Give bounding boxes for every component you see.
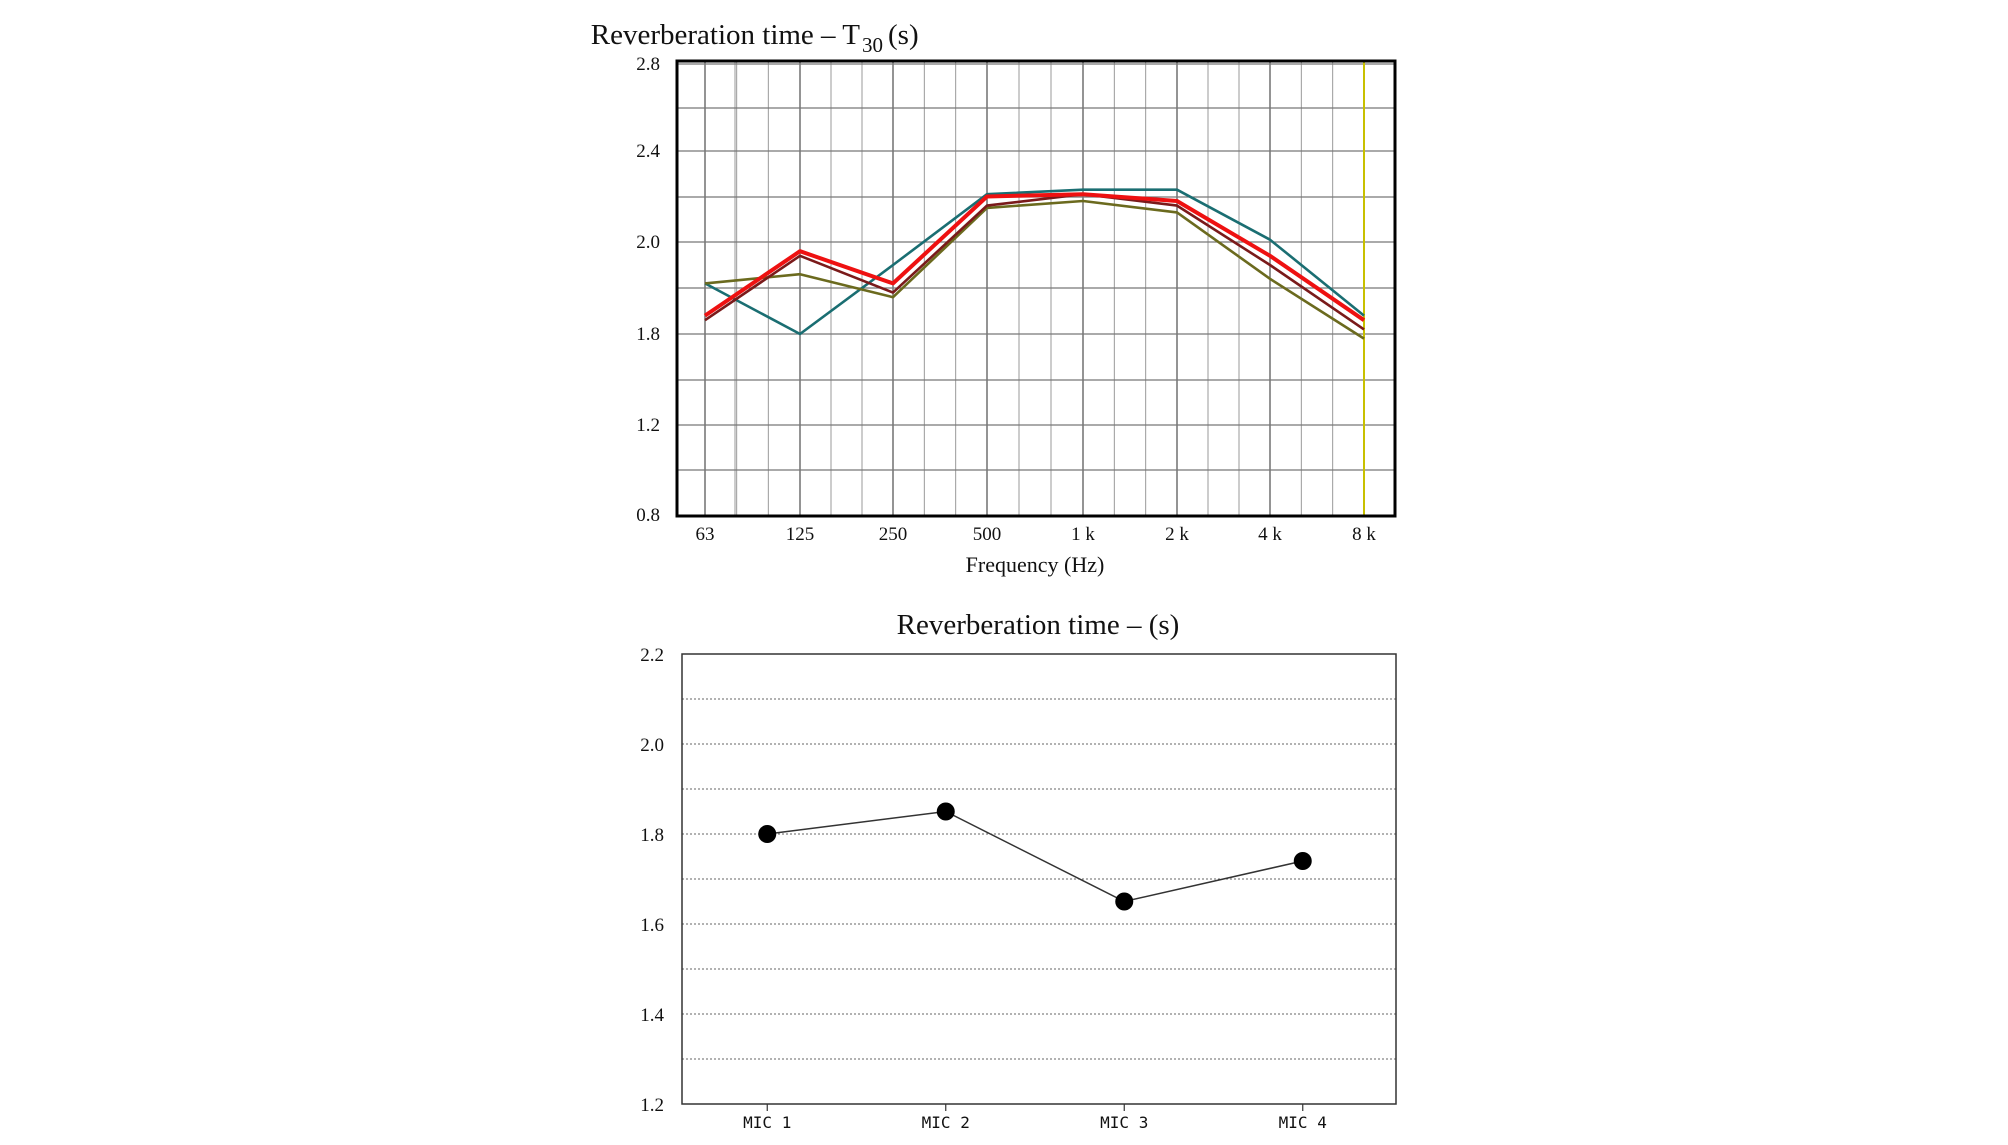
chart2-series-group <box>758 802 1312 911</box>
chart1-x-tick: 1 k <box>1071 524 1095 545</box>
chart1-y-tick: 2.0 <box>636 232 660 253</box>
chart2-title: Reverberation time – (s) <box>897 609 1180 641</box>
chart2-data-point <box>1115 892 1134 911</box>
chart1-grid <box>677 61 1395 516</box>
t30-frequency-chart: Reverberation time – T 30 (s) 2.8 2.4 2.… <box>591 19 1397 577</box>
chart2-x-ticks: MIC 1 MIC 2 MIC 3 MIC 4 <box>743 1104 1327 1132</box>
chart2-data-point <box>1293 852 1312 870</box>
chart1-x-tick: 125 <box>786 524 815 545</box>
chart2-data-point <box>758 825 777 843</box>
mic-reverberation-chart: Reverberation time – (s) 2.2 2.0 1.8 1.6 1.4… <box>640 609 1397 1132</box>
chart2-y-tick: 1.4 <box>640 1005 664 1026</box>
chart1-x-tick: 63 <box>696 524 715 545</box>
chart1-y-tick: 1.2 <box>636 415 660 436</box>
chart2-y-tick: 1.2 <box>640 1095 664 1116</box>
chart1-series-line <box>704 199 1365 340</box>
chart2-x-tick: MIC 2 <box>922 1113 970 1132</box>
chart1-x-tick: 4 k <box>1258 524 1282 545</box>
chart2-series-line <box>767 810 1303 903</box>
chart1-series-line <box>704 188 1365 336</box>
chart2-plot-frame <box>681 653 1397 1105</box>
chart1-plot-frame <box>675 59 1397 518</box>
chart2-y-tick: 1.6 <box>640 915 664 936</box>
chart2-y-tick: 2.2 <box>640 645 664 666</box>
chart1-y-tick: 2.8 <box>636 54 660 75</box>
chart2-y-tick: 2.0 <box>640 735 664 756</box>
chart1-y-tick: 1.8 <box>636 324 660 345</box>
chart1-x-axis-label: Frequency (Hz) <box>966 552 1105 577</box>
chart1-y-tick: 2.4 <box>636 141 660 162</box>
chart2-x-tick: MIC 1 <box>743 1113 791 1132</box>
chart1-series-line <box>704 192 1365 331</box>
chart1-series-group <box>703 188 1366 340</box>
chart1-series-line <box>703 192 1366 322</box>
chart1-x-ticks: 63 125 250 500 1 k 2 k 4 k 8 k <box>696 524 1377 545</box>
chart2-grid <box>682 698 1396 1060</box>
chart2-x-tick: MIC 4 <box>1279 1113 1327 1132</box>
chart1-x-tick: 2 k <box>1165 524 1189 545</box>
chart2-x-tick: MIC 3 <box>1100 1113 1148 1132</box>
chart1-title-unit: (s) <box>888 19 919 51</box>
chart1-title-main: Reverberation time – T <box>591 19 861 51</box>
chart1-x-tick: 500 <box>973 524 1002 545</box>
chart2-y-tick: 1.8 <box>640 825 664 846</box>
chart2-y-ticks: 2.2 2.0 1.8 1.6 1.4 1.2 <box>640 645 664 1116</box>
chart1-x-tick: 8 k <box>1352 524 1376 545</box>
chart2-data-point <box>936 802 955 821</box>
chart1-title: Reverberation time – T <box>591 19 861 51</box>
chart1-y-tick: 0.8 <box>636 505 660 526</box>
chart1-title-subscript: 30 <box>862 33 883 57</box>
chart1-x-tick: 250 <box>879 524 908 545</box>
